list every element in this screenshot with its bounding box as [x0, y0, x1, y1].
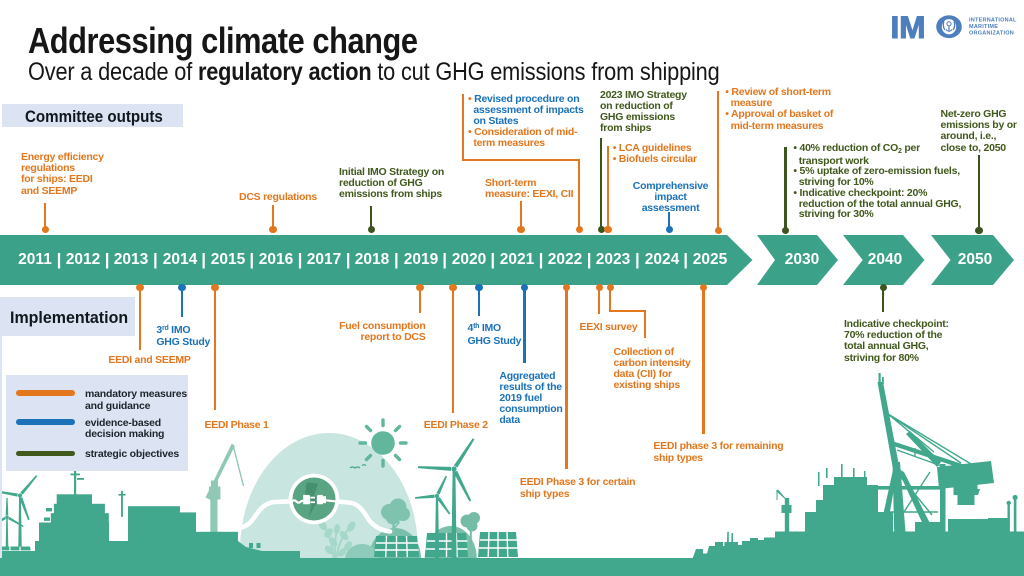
svg-text:ORGANIZATION: ORGANIZATION — [969, 31, 1014, 37]
svg-text:MARITIME: MARITIME — [969, 24, 998, 30]
svg-text:IM: IM — [891, 9, 926, 45]
svg-text:INTERNATIONAL: INTERNATIONAL — [969, 17, 1017, 23]
